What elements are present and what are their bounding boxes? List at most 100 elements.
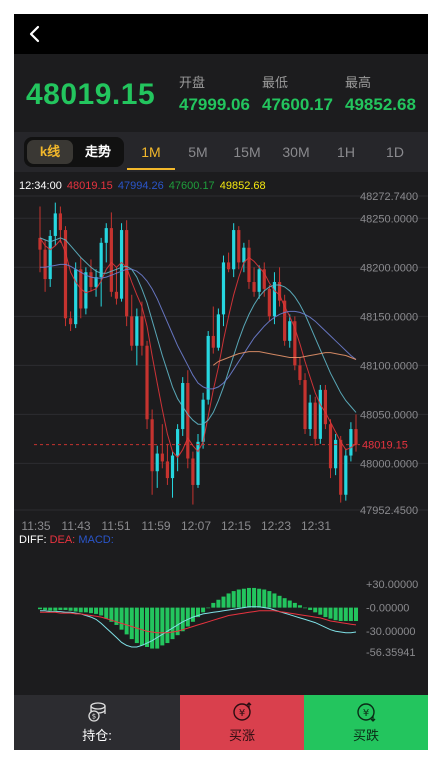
macd-bar xyxy=(73,607,78,612)
current-price: 48019.15 xyxy=(26,78,156,111)
candle-body xyxy=(201,399,205,442)
macd-bar xyxy=(124,607,129,635)
svg-text:$: $ xyxy=(92,713,96,721)
low-stat: 最低 47600.17 xyxy=(262,72,333,115)
macd-bar xyxy=(318,607,323,615)
candle-body xyxy=(186,382,190,459)
macd-bar xyxy=(160,607,165,646)
macd-bar xyxy=(38,607,42,610)
y-tick-label: 48100.0000 xyxy=(360,360,418,372)
macd-bar xyxy=(211,602,216,608)
ma-line-4 xyxy=(212,351,357,366)
macd-legend-dea: DEA: xyxy=(49,534,76,546)
candle-body xyxy=(196,441,200,485)
macd-bar xyxy=(180,607,185,632)
candle-body xyxy=(232,230,236,270)
tab-interval-1m[interactable]: 1M xyxy=(141,144,161,160)
tab-trend[interactable]: 走势 xyxy=(84,144,111,159)
candle-body xyxy=(318,389,322,439)
legend-ma: 47994.26 xyxy=(117,180,164,192)
candle-body xyxy=(216,314,220,348)
candle-body xyxy=(140,316,144,346)
legend-close: 48019.15 xyxy=(66,180,113,192)
macd-bar xyxy=(83,607,88,613)
macd-bar xyxy=(165,607,170,644)
macd-bar xyxy=(78,607,83,613)
macd-legend-macd: MACD: xyxy=(78,534,114,546)
macd-bar xyxy=(246,587,251,608)
tab-interval-5m[interactable]: 5M xyxy=(188,144,208,160)
candle-body xyxy=(165,461,170,479)
low-label: 最低 xyxy=(262,75,289,90)
candle-body xyxy=(334,439,338,469)
candle-body xyxy=(99,242,103,278)
coins-icon: $ xyxy=(88,702,106,722)
tab-interval-15m[interactable]: 15M xyxy=(233,144,261,160)
y-tick-label: 48250.0000 xyxy=(360,213,418,225)
tab-interval-30m[interactable]: 30M xyxy=(282,144,310,160)
top-bar xyxy=(14,14,428,54)
macd-bar xyxy=(277,595,282,608)
candle-body xyxy=(104,228,108,243)
macd-bar xyxy=(231,591,236,608)
candle-body xyxy=(43,249,47,280)
candle-body xyxy=(242,247,246,263)
candle-body xyxy=(89,272,93,287)
candle-body xyxy=(84,272,88,309)
buy-down-button[interactable]: ¥ 买跌 xyxy=(304,695,428,750)
macd-bar xyxy=(303,607,308,609)
tab-kline[interactable]: k线 xyxy=(27,140,73,164)
candle-body xyxy=(176,429,180,456)
buy-up-label: 买涨 xyxy=(228,728,255,743)
macd-bar xyxy=(58,607,63,610)
candle-body xyxy=(155,453,159,472)
macd-diff-line xyxy=(40,606,357,648)
candle-body xyxy=(221,262,226,315)
ma-line-1 xyxy=(39,237,357,459)
macd-bar xyxy=(150,607,155,649)
candle-body xyxy=(293,321,297,366)
candle-body xyxy=(94,277,98,287)
macd-bar xyxy=(43,607,48,610)
kline-chart[interactable]: 48272.7400 48250.0000 48200.0000 48150.0000… xyxy=(14,192,428,692)
candle-body xyxy=(344,455,348,495)
macd-bar xyxy=(94,607,99,614)
candle-body xyxy=(74,269,78,325)
candle-body xyxy=(328,424,333,469)
tab-interval-1d[interactable]: 1D xyxy=(386,144,404,160)
candle-body xyxy=(339,439,343,495)
candle-body xyxy=(298,365,302,381)
macd-bar xyxy=(308,607,313,610)
macd-bar xyxy=(190,607,195,622)
candle-body xyxy=(354,429,358,445)
x-tick-label: 11:59 xyxy=(141,519,170,533)
buy-up-button[interactable]: ¥ 买涨 xyxy=(180,695,304,750)
legend-low: 47600.17 xyxy=(168,180,215,192)
candle-body xyxy=(303,380,307,430)
candle-body xyxy=(226,262,231,270)
tab-interval-1h[interactable]: 1H xyxy=(337,144,355,160)
macd-bar xyxy=(88,607,93,614)
candle-body xyxy=(114,291,119,299)
ma-line-2 xyxy=(39,237,357,425)
macd-bar xyxy=(323,607,328,618)
macd-bar xyxy=(226,593,231,608)
candle-body xyxy=(191,458,195,485)
candle-body xyxy=(323,389,328,425)
candle-body xyxy=(283,300,287,341)
macd-bar xyxy=(63,607,68,610)
macd-bar xyxy=(292,602,297,608)
chevron-left-icon[interactable] xyxy=(24,23,46,45)
active-interval-indicator xyxy=(127,168,175,170)
candle-body xyxy=(58,213,62,231)
yen-down-icon: ¥ xyxy=(357,703,376,722)
macd-bar xyxy=(119,607,124,630)
y-tick-label: 48272.7400 xyxy=(360,192,418,203)
macd-bar xyxy=(196,607,200,618)
position-button[interactable]: $ 持仓: xyxy=(14,695,180,750)
macd-bar xyxy=(139,607,144,646)
candle-body xyxy=(68,318,73,325)
x-tick-label: 11:51 xyxy=(101,519,130,533)
x-tick-label: 12:07 xyxy=(181,519,211,533)
chart-tabs: k线 走势 1M 5M 15M 30M 1H 1D xyxy=(14,132,428,172)
